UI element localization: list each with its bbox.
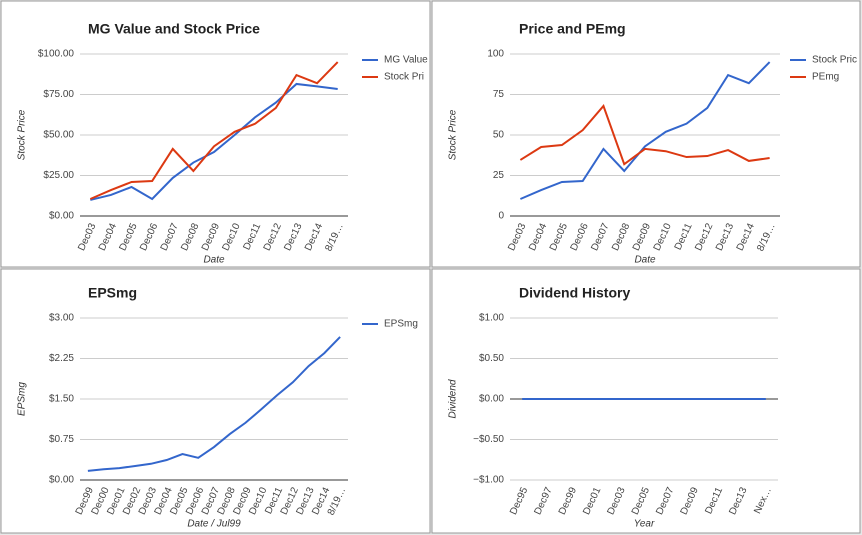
y-tick-label: $1.50 [49, 394, 74, 405]
y-tick-label: $25.00 [43, 170, 74, 181]
x-axis-title: Date [634, 255, 656, 266]
y-tick-label: −$1.00 [473, 475, 504, 486]
y-tick-label: $100.00 [38, 49, 75, 60]
y-axis-title: Stock Price [448, 109, 459, 160]
y-tick-label: 25 [493, 170, 505, 181]
panel [431, 268, 861, 534]
y-tick-label: 75 [493, 89, 505, 100]
chart-title: Dividend History [519, 285, 630, 301]
y-tick-label: $0.75 [49, 434, 74, 445]
series-line [519, 104, 770, 166]
x-axis-title: Date [203, 255, 225, 266]
y-tick-label: $2.25 [49, 353, 74, 364]
panel [0, 268, 431, 534]
y-tick-label: $0.00 [479, 394, 504, 405]
y-tick-label: $75.00 [43, 89, 74, 100]
y-tick-label: −$0.50 [473, 434, 504, 445]
panel [0, 0, 431, 268]
chart-title: Price and PEmg [519, 21, 626, 37]
panel [431, 0, 861, 268]
series-line [90, 82, 338, 201]
legend-label: EPSmg [384, 319, 418, 330]
chart-title: MG Value and Stock Price [88, 21, 260, 37]
legend-label: Stock Pric [812, 55, 857, 66]
series-line [89, 61, 339, 200]
y-tick-label: $50.00 [43, 130, 74, 141]
chart-title: EPSmg [88, 285, 137, 301]
y-tick-label: $1.00 [479, 313, 504, 324]
y-axis-title: Stock Price [17, 109, 28, 160]
y-tick-label: $3.00 [49, 313, 74, 324]
x-axis-title: Year [634, 519, 655, 530]
legend-label: Stock Pri [384, 72, 424, 83]
y-tick-label: $0.00 [49, 475, 74, 486]
legend-label: MG Value [384, 55, 428, 66]
series-line [519, 61, 771, 200]
y-axis-title: Dividend [448, 379, 459, 418]
y-tick-label: $0.50 [479, 353, 504, 364]
series-line [87, 336, 341, 472]
y-tick-label: 50 [493, 130, 505, 141]
y-tick-label: 100 [487, 49, 504, 60]
x-axis-title: Date / Jul99 [187, 519, 241, 530]
y-tick-label: $0.00 [49, 211, 74, 222]
y-tick-label: 0 [498, 211, 504, 222]
y-axis-title: EPSmg [17, 382, 28, 416]
legend-label: PEmg [812, 72, 839, 83]
